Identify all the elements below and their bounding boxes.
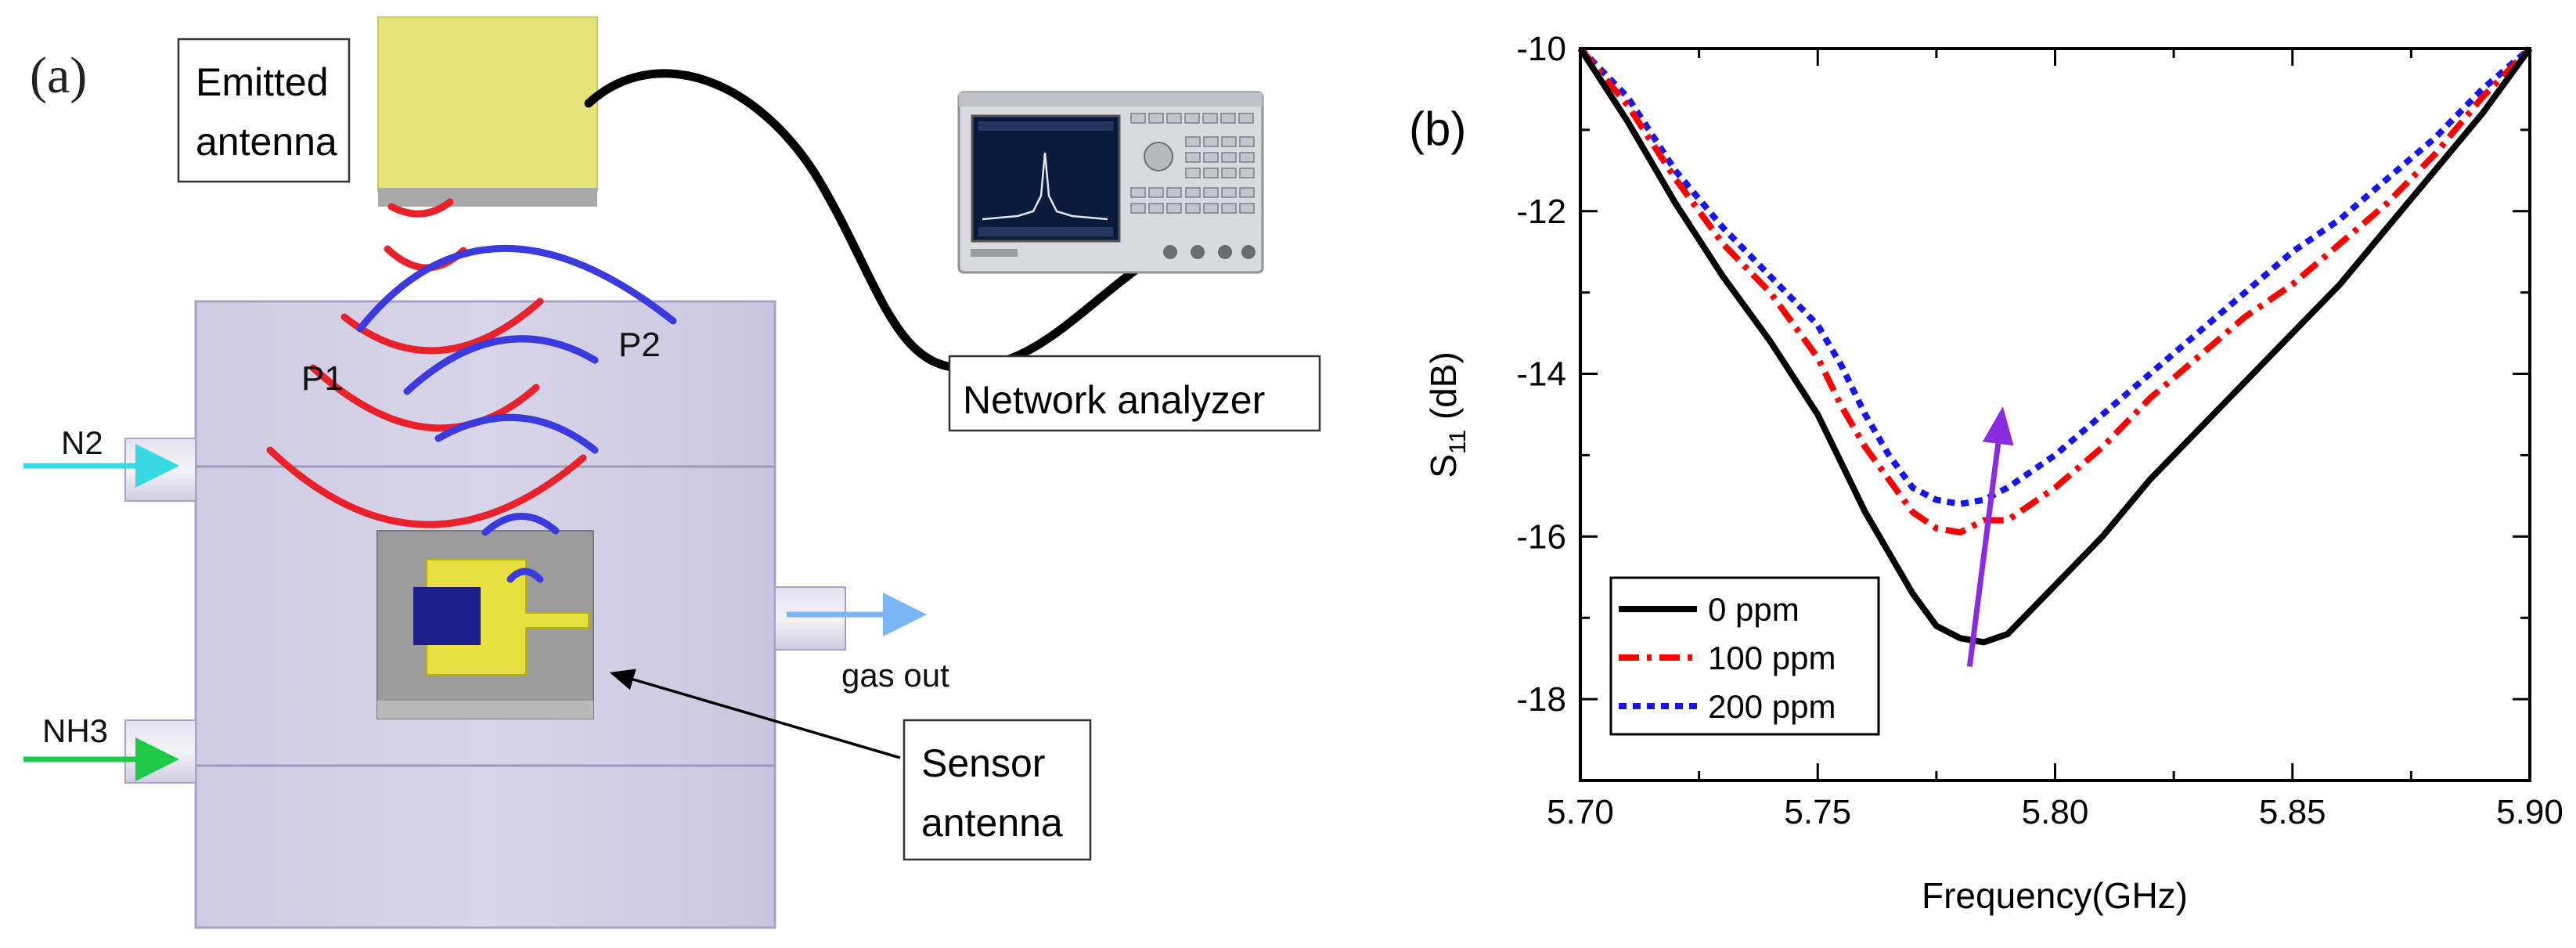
analyzer-knob — [1144, 142, 1173, 171]
y-axis-label-subscript: 11 — [1445, 430, 1471, 454]
y-tick-label: -14 — [1516, 355, 1566, 394]
x-tick-label: 5.80 — [2022, 793, 2089, 831]
series-line-0-ppm — [1577, 46, 2533, 646]
port-label-p2: P2 — [618, 326, 661, 364]
analyzer-screen-header — [978, 121, 1113, 131]
network-analyzer-instrument — [957, 91, 1264, 274]
emitted-antenna-label-box: Emitted antenna — [177, 38, 351, 183]
analyzer-top-trim — [959, 92, 1263, 106]
wave-blue-2 — [403, 335, 599, 395]
x-tick-label: 5.90 — [2496, 793, 2563, 831]
analyzer-keypad — [1130, 113, 1255, 214]
wave-blue-1 — [356, 244, 677, 333]
y-axis-ticks: -10 -12 -14 -16 -18 — [1516, 30, 2530, 782]
nh3-label: NH3 — [42, 712, 108, 749]
legend-label: 0 ppm — [1708, 591, 1800, 628]
sensor-callout-arrow — [609, 669, 901, 759]
sensor-substrate-edge — [377, 701, 593, 719]
series-layer — [1577, 45, 2533, 646]
y-tick-label: -18 — [1516, 680, 1566, 719]
panel-a: (a) Emitted antenna — [23, 16, 1321, 929]
wave-red-4 — [309, 364, 540, 432]
analyzer-drive-slot — [971, 249, 1018, 257]
n2-inlet-pipe — [124, 438, 196, 502]
sensor-antenna-line2: antenna — [921, 801, 1063, 845]
panel-b-label: (b) — [1409, 103, 1466, 155]
analyzer-ports — [1163, 245, 1256, 259]
s11-chart: 5.70 5.75 5.80 5.85 5.90 -10 -12 -14 -16 -18 Fre… — [1423, 30, 2563, 916]
wave-red-1 — [387, 198, 454, 218]
emitted-antenna-face — [377, 16, 598, 192]
sensor-antenna-label-box: Sensor antenna — [903, 719, 1092, 861]
y-tick-label: -10 — [1516, 30, 1566, 68]
emitted-antenna-box — [177, 38, 351, 183]
trend-arrow-head — [1982, 406, 2014, 446]
series-line-200-ppm — [1578, 45, 2532, 507]
emitted-antenna-graphic — [377, 16, 598, 207]
emitted-antenna-line1: Emitted — [196, 60, 329, 104]
panel-a-label: (a) — [30, 47, 87, 104]
nh3-inlet-pipe — [124, 719, 196, 784]
wave-red-3 — [340, 297, 544, 355]
y-axis-label-main: S — [1423, 454, 1464, 478]
y-axis-label: S11 (dB) — [1423, 351, 1471, 478]
sensor-antenna-box — [903, 719, 1092, 861]
n2-label: N2 — [61, 424, 103, 461]
series-line-100-ppm — [1577, 46, 2532, 536]
legend-label: 200 ppm — [1708, 688, 1836, 725]
network-analyzer-box — [948, 355, 1321, 432]
wave-blue-3 — [434, 413, 599, 454]
legend-items: 0 ppm 100 ppm 200 ppm — [1619, 591, 1836, 725]
sensor-antenna-graphic — [376, 530, 594, 719]
legend-box — [1609, 576, 1880, 736]
wave-blue-5 — [506, 568, 544, 583]
sensor-antenna-line1: Sensor — [921, 741, 1045, 785]
legend-label: 100 ppm — [1708, 640, 1836, 676]
x-tick-label: 5.75 — [1784, 793, 1851, 831]
x-tick-label: 5.70 — [1547, 793, 1614, 831]
chart-legend: 0 ppm 100 ppm 200 ppm — [1609, 576, 1880, 736]
x-axis-label: Frequency(GHz) — [1922, 875, 2188, 916]
port-label-p1: P1 — [301, 359, 344, 398]
wave-blue-4 — [481, 513, 560, 536]
emitted-antenna-base — [378, 188, 597, 207]
gas-outlet-pipe — [774, 586, 846, 651]
y-tick-label: -12 — [1516, 193, 1566, 231]
x-axis-ticks: 5.70 5.75 5.80 5.85 5.90 — [1547, 49, 2563, 831]
panel-b: (b) 5.70 5.75 5.80 5.85 5.90 -10 -12 -14 -16 -18… — [1409, 30, 2563, 916]
emitted-antenna-line2: antenna — [196, 120, 337, 164]
trend-arrow-shaft — [1966, 443, 2001, 667]
y-axis-label-unit: (dB) — [1423, 351, 1464, 430]
analyzer-screen-trace — [982, 152, 1108, 221]
y-tick-label: -16 — [1516, 517, 1566, 556]
annotation-layer — [1966, 406, 2014, 667]
radiated-waves — [266, 198, 677, 583]
network-analyzer-label: Network analyzer — [963, 378, 1265, 422]
network-analyzer-label-box: Network analyzer — [948, 355, 1321, 432]
x-tick-label: 5.85 — [2259, 793, 2326, 831]
analyzer-screen-footer — [978, 227, 1113, 236]
coaxial-cable — [584, 69, 1171, 373]
sensor-feed-block — [413, 587, 481, 645]
gas-out-label: gas out — [841, 657, 949, 694]
wave-red-5 — [266, 446, 587, 528]
analyzer-screen — [971, 114, 1121, 243]
